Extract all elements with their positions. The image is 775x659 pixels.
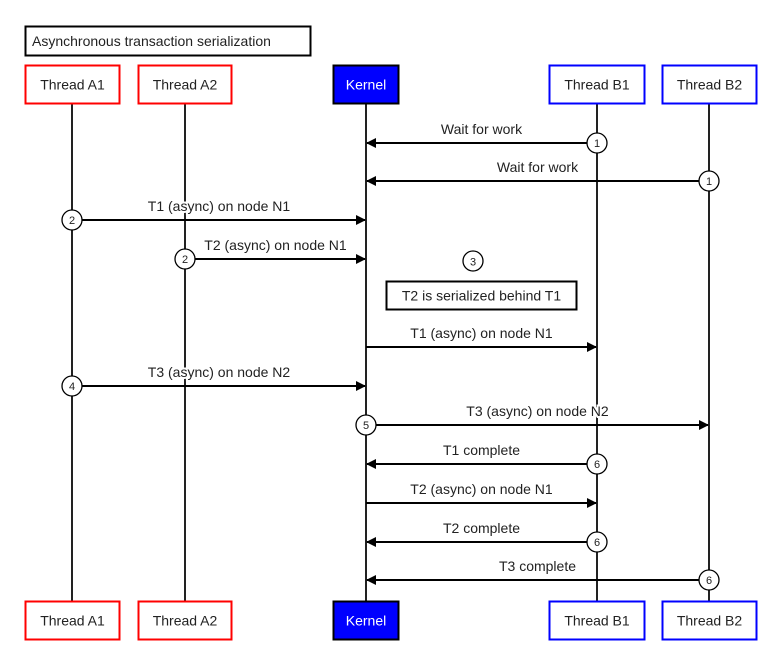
participant-a2-top: Thread A2 <box>137 64 233 105</box>
participant-k-top: Kernel <box>332 64 400 105</box>
step-number: 1 <box>706 176 712 188</box>
step-number: 6 <box>594 537 600 549</box>
message-label: T1 (async) on node N1 <box>148 198 291 214</box>
participant-label: Thread B1 <box>564 613 630 629</box>
participant-label: Kernel <box>346 613 386 629</box>
message-5: T1 (async) on node N1 <box>366 323 597 352</box>
step-marker <box>586 531 608 553</box>
step-number: 5 <box>363 420 369 432</box>
message-2: Wait for work 1 <box>366 157 720 192</box>
message-8: T1 complete 6 <box>366 440 608 475</box>
message-label: T2 (async) on node N1 <box>204 237 347 253</box>
participant-label: Thread A1 <box>40 77 105 93</box>
message-7: T3 (async) on node N2 5 <box>355 401 709 436</box>
participant-label: Thread B2 <box>677 77 743 93</box>
participant-a2-bottom: Thread A2 <box>137 600 233 641</box>
message-label: T1 complete <box>443 442 520 458</box>
message-label: T3 (async) on node N2 <box>466 403 609 419</box>
title-box: Asynchronous transaction serialization <box>24 25 312 57</box>
participant-label: Thread A2 <box>153 77 218 93</box>
step-marker <box>586 453 608 475</box>
message-label: Wait for work <box>497 159 579 175</box>
step-number: 6 <box>594 459 600 471</box>
step-marker <box>586 132 608 154</box>
message-label: Wait for work <box>441 121 523 137</box>
message-3: T1 (async) on node N1 2 <box>61 196 366 231</box>
step-marker <box>462 250 484 272</box>
step-marker <box>698 170 720 192</box>
diagram-title: Asynchronous transaction serialization <box>32 33 271 49</box>
participant-label: Thread B1 <box>564 77 630 93</box>
note-text: T2 is serialized behind T1 <box>402 288 561 304</box>
step-number: 6 <box>706 575 712 587</box>
message-label: T2 complete <box>443 520 520 536</box>
participant-b1-top: Thread B1 <box>548 64 646 105</box>
note: 3 T2 is serialized behind T1 <box>385 250 578 311</box>
participant-label: Kernel <box>346 77 386 93</box>
step-marker <box>174 248 196 270</box>
message-4: T2 (async) on node N1 2 <box>174 235 366 270</box>
participant-label: Thread A2 <box>153 613 218 629</box>
message-1: Wait for work 1 <box>366 119 608 154</box>
participant-a1-bottom: Thread A1 <box>24 600 121 641</box>
participant-b2-top: Thread B2 <box>661 64 758 105</box>
message-6: T3 (async) on node N2 4 <box>61 362 366 397</box>
participant-label: Thread A1 <box>40 613 105 629</box>
participant-label: Thread B2 <box>677 613 743 629</box>
participant-a1-top: Thread A1 <box>24 64 121 105</box>
step-marker <box>355 414 377 436</box>
message-label: T1 (async) on node N1 <box>410 325 553 341</box>
step-marker <box>61 209 83 231</box>
message-label: T3 (async) on node N2 <box>148 364 291 380</box>
message-9: T2 (async) on node N1 <box>366 479 597 508</box>
message-label: T3 complete <box>499 558 576 574</box>
note-box <box>385 280 578 311</box>
step-number: 3 <box>470 257 476 269</box>
step-number: 2 <box>182 254 188 266</box>
message-label: T2 (async) on node N1 <box>410 481 553 497</box>
step-marker <box>698 569 720 591</box>
message-11: T3 complete 6 <box>366 556 720 591</box>
participant-b2-bottom: Thread B2 <box>661 600 758 641</box>
participant-b1-bottom: Thread B1 <box>548 600 646 641</box>
step-number: 2 <box>69 215 75 227</box>
step-number: 4 <box>69 381 75 393</box>
participant-k-bottom: Kernel <box>332 600 400 641</box>
message-10: T2 complete 6 <box>366 518 608 553</box>
step-marker <box>61 375 83 397</box>
step-number: 1 <box>594 138 600 150</box>
